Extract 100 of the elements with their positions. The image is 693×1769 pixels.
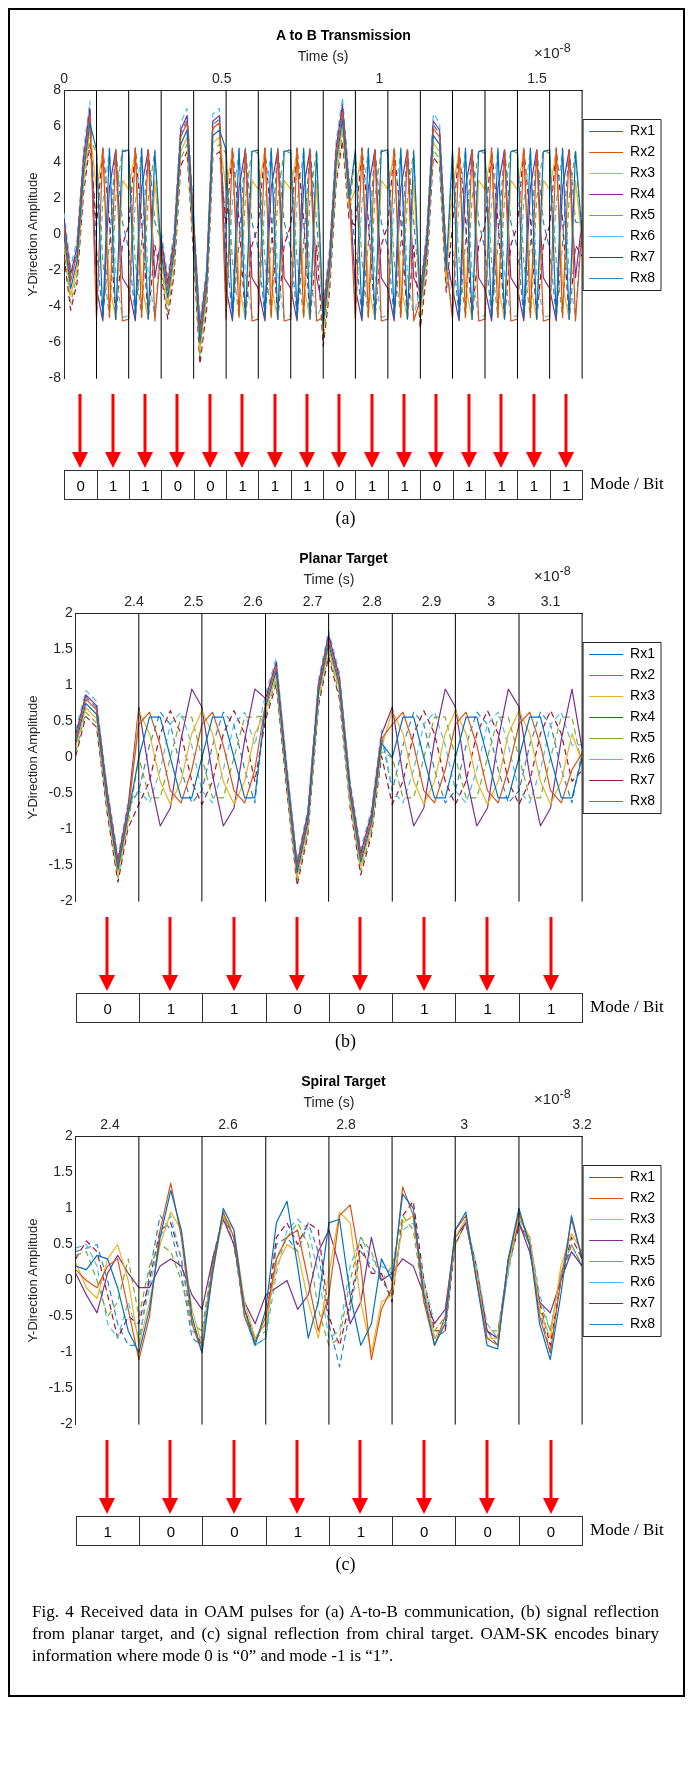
legend-label: Rx3 — [630, 687, 656, 704]
legend-label: Rx7 — [630, 1294, 656, 1311]
text: 1 — [103, 1522, 112, 1540]
text: 1 — [546, 999, 556, 1017]
x-tick-label: 0.5 — [211, 69, 232, 86]
y-tick-label: -8 — [48, 369, 62, 386]
text: 0 — [483, 1522, 492, 1540]
y-tick-label: -2 — [48, 261, 62, 278]
text: 1 — [367, 476, 377, 494]
y-tick-label: -2 — [60, 892, 73, 909]
x-axis-title: Time (s) — [297, 48, 349, 65]
legend-label: Rx5 — [630, 206, 656, 223]
x-tick-label: 2.9 — [421, 592, 442, 609]
legend-label: Rx3 — [630, 1210, 656, 1227]
legend-label: Rx4 — [630, 1231, 656, 1248]
text: 1 — [420, 999, 429, 1017]
y-tick-label: 1 — [64, 1199, 73, 1216]
x-tick-label: 2.6 — [218, 1115, 238, 1132]
x-tick-label: 2.8 — [362, 592, 382, 609]
text: 1 — [400, 476, 409, 494]
chart-title: Spiral Target — [301, 1073, 387, 1090]
text: 1 — [356, 1522, 366, 1540]
y-axis-title: Y-Direction Amplitude — [25, 172, 41, 297]
legend-label: Rx8 — [630, 269, 656, 286]
legend-label: Rx4 — [630, 708, 656, 725]
y-tick-label: 1.5 — [53, 640, 73, 657]
x-tick-label: 2.6 — [243, 592, 263, 609]
text: 1 — [497, 476, 506, 494]
text: 1 — [529, 476, 539, 494]
text: 1 — [293, 1522, 302, 1540]
x-tick-label: 3 — [460, 1115, 469, 1132]
x-tick-label: 2.4 — [100, 1115, 120, 1132]
legend-label: Rx2 — [630, 1189, 656, 1206]
legend-label: Rx1 — [630, 645, 656, 662]
x-axis-title: Time (s) — [303, 571, 355, 588]
legend-label: Rx5 — [630, 1252, 656, 1269]
y-tick-label: -4 — [48, 297, 62, 314]
y-tick-label: 6 — [53, 117, 62, 134]
y-axis-title: Y-Direction Amplitude — [25, 1218, 41, 1343]
legend-label: Rx6 — [630, 750, 656, 767]
legend-label: Rx6 — [630, 227, 656, 244]
text: 1 — [230, 999, 239, 1017]
x-tick-label: 2.4 — [124, 592, 144, 609]
x-tick-label: 3 — [487, 592, 496, 609]
text: 0 — [173, 476, 183, 494]
x-tick-label: 1.5 — [527, 69, 547, 86]
text: 0 — [206, 476, 215, 494]
text: ×10$^{-8}$ — [534, 1086, 571, 1107]
y-tick-label: -1.5 — [48, 1379, 73, 1396]
x-tick-label: 3.2 — [572, 1115, 593, 1132]
chart-title: Planar Target — [299, 550, 389, 567]
text: ×10$^{-8}$ — [534, 40, 571, 61]
legend-label: Rx8 — [630, 1315, 656, 1332]
text: 1 — [108, 476, 118, 494]
text: 0 — [335, 476, 344, 494]
text: 0 — [166, 1522, 176, 1540]
text: (c) — [334, 1554, 357, 1575]
text: 0 — [76, 476, 85, 494]
y-tick-label: 0 — [64, 1271, 73, 1288]
y-tick-label: 0 — [53, 225, 62, 242]
y-tick-label: -6 — [48, 333, 62, 350]
legend-label: Rx1 — [630, 1168, 656, 1185]
x-tick-label: 1 — [375, 69, 384, 86]
x-axis-title: Time (s) — [303, 1094, 355, 1111]
x-tick-label: 2.7 — [302, 592, 323, 609]
legend-label: Rx4 — [630, 185, 656, 202]
y-axis-title: Y-Direction Amplitude — [25, 695, 41, 820]
y-tick-label: 2 — [64, 604, 73, 621]
text: 1 — [238, 476, 247, 494]
text: 0 — [432, 476, 442, 494]
y-tick-label: -1 — [60, 1343, 73, 1360]
legend-label: Rx2 — [630, 143, 656, 160]
x-tick-label: 2.5 — [183, 592, 204, 609]
text: 0 — [546, 1522, 556, 1540]
y-tick-label: -1 — [60, 820, 73, 837]
x-tick-label: 3.1 — [540, 592, 561, 609]
legend-label: Rx8 — [630, 792, 656, 809]
legend-label: Rx1 — [630, 122, 656, 139]
legend-label: Rx6 — [630, 1273, 656, 1290]
y-tick-label: 0.5 — [53, 712, 73, 729]
text: 1 — [562, 476, 571, 494]
y-tick-label: 2 — [64, 1127, 73, 1144]
text: 0 — [356, 999, 366, 1017]
legend-label: Rx2 — [630, 666, 656, 683]
text: 1 — [270, 476, 280, 494]
text: 1 — [303, 476, 312, 494]
text: Mode / Bit — [590, 997, 664, 1017]
legend-label: Rx7 — [630, 771, 656, 788]
text: (b) — [334, 1031, 357, 1052]
text: 0 — [230, 1522, 239, 1540]
text: 0 — [293, 999, 302, 1017]
text: 1 — [141, 476, 150, 494]
text: Mode / Bit — [590, 474, 664, 494]
y-tick-label: 0 — [64, 748, 73, 765]
y-tick-label: 8 — [53, 81, 62, 98]
y-tick-label: -2 — [60, 1415, 73, 1432]
text: ×10$^{-8}$ — [534, 563, 571, 584]
y-tick-label: 2 — [53, 189, 62, 206]
y-tick-label: -0.5 — [48, 784, 73, 801]
y-tick-label: 0.5 — [53, 1235, 73, 1252]
